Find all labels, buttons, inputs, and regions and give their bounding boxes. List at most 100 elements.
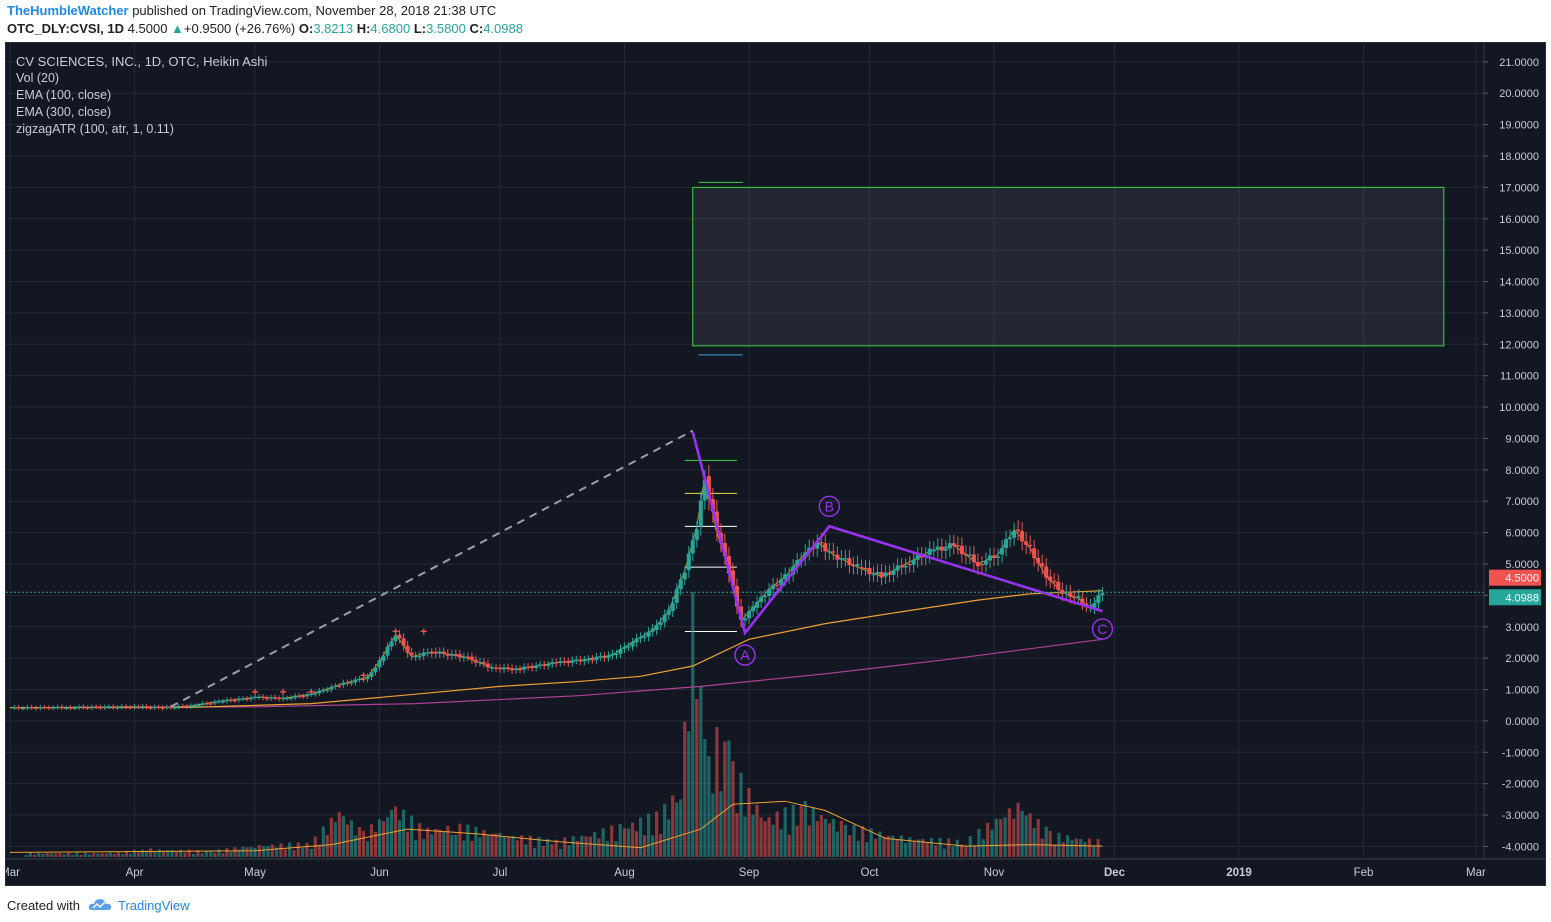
volume-bar [442,831,446,857]
volume-bar [83,852,87,857]
legend-ema100[interactable]: EMA (100, close) [16,88,112,102]
candle-body [943,548,948,551]
volume-bar [823,818,827,857]
symbol-info-line: OTC_DLY:CVSI, 1D 4.5000 ▲+0.9500 (+26.76… [7,21,523,39]
volume-bar [1066,835,1070,857]
candle-body [726,555,731,574]
legend-zigzag[interactable]: zigzagATR (100, atr, 1, 0.11) [16,122,174,136]
volume-bar [886,835,891,857]
price-tick-label: 15.0000 [1499,245,1539,257]
candle-body [839,558,844,560]
candle-body [755,601,760,608]
candle-body [345,682,350,684]
volume-bar [912,840,916,857]
volume-bar [622,828,627,857]
legend-volume[interactable]: Vol (20) [16,71,60,85]
volume-bar [321,826,325,857]
volume-bar [687,731,691,857]
volume-bar [955,839,959,857]
candle-body [81,706,86,708]
price-tick-label: 0.0000 [1505,716,1539,728]
candle-body [180,705,185,708]
volume-bar [32,854,37,857]
volume-bar [70,854,75,857]
candle-body [381,655,386,662]
volume-bar [305,842,309,857]
candle-body [144,706,149,708]
candle-body [29,706,34,709]
time-tick-label: Jun [370,867,389,879]
candle-body [341,682,346,685]
volume-bar [584,836,588,857]
candle-body [795,560,800,567]
volume-bar [325,834,329,857]
candle-body [220,701,225,703]
volume-bar [929,838,934,857]
volume-bar [58,853,62,857]
volume-bar [981,839,985,857]
candle-body [815,542,820,549]
volume-bar [466,824,470,857]
candle-body [33,707,38,709]
candle-body [1056,581,1061,590]
volume-bar [739,772,743,857]
volume-bar [783,807,787,857]
volume-bar [895,839,899,857]
candle-body [192,705,197,707]
candle-body [1044,566,1049,578]
time-tick-label: Aug [614,867,634,879]
open-value: 3.8213 [313,21,354,36]
low-label: L: [413,21,427,36]
volume-bar [157,849,161,857]
signal-marker: + [252,685,259,699]
price-tick-label: 11.0000 [1500,371,1539,383]
time-tick-label: May [244,867,266,879]
volume-bar [389,809,394,857]
volume-bar [626,828,631,857]
volume-bar [1083,841,1087,857]
candle-body [253,696,258,698]
price-tick-label: 1.0000 [1505,685,1539,697]
volume-bar [545,839,550,857]
volume-bar [498,832,502,857]
volume-bar [377,819,382,857]
candle-body [602,656,607,658]
volume-bar [124,850,129,857]
candle-body [389,641,394,647]
candle-body [590,659,595,661]
volume-bar [567,845,571,857]
volume-bar [630,822,635,857]
price-tick-label: 18.0000 [1499,151,1539,163]
created-with-text: Created with [7,897,80,913]
tradingview-brand-link[interactable]: TradingView [117,897,190,913]
wave-label-circle [734,644,756,666]
candle-body [1076,596,1081,599]
candle-body [102,706,107,709]
time-tick-label: Mar [1466,867,1486,879]
candle-body [763,595,768,598]
price-tick-label: -3.0000 [1502,810,1539,822]
candle-body [269,697,274,699]
volume-bar [835,831,839,857]
chart-panel[interactable]: 21.0000 20.0000 19.0000 18.0000 17.0000 16.00… [5,42,1546,886]
candle-body [413,656,418,658]
volume-bar [1087,838,1091,857]
candle-body [678,579,683,590]
price-tick-label: 19.0000 [1499,120,1539,132]
legend-ema300[interactable]: EMA (300, close) [16,105,112,119]
candle-body [983,560,988,565]
candle-body [594,656,599,660]
candle-body [646,631,651,637]
candle-body [224,699,229,702]
signal-marker: + [392,624,399,638]
volume-bar [313,836,317,857]
volume-bar [365,841,370,857]
candle-body [361,678,366,681]
volume-bar [511,835,515,857]
candle-body [578,659,583,662]
time-tick-label: Apr [126,867,144,879]
author-link[interactable]: TheHumbleWatcher [7,3,129,18]
volume-bar [634,831,639,857]
volume-bar [1028,813,1032,857]
price-chart[interactable]: 21.0000 20.0000 19.0000 18.0000 17.0000 16.00… [6,43,1545,885]
